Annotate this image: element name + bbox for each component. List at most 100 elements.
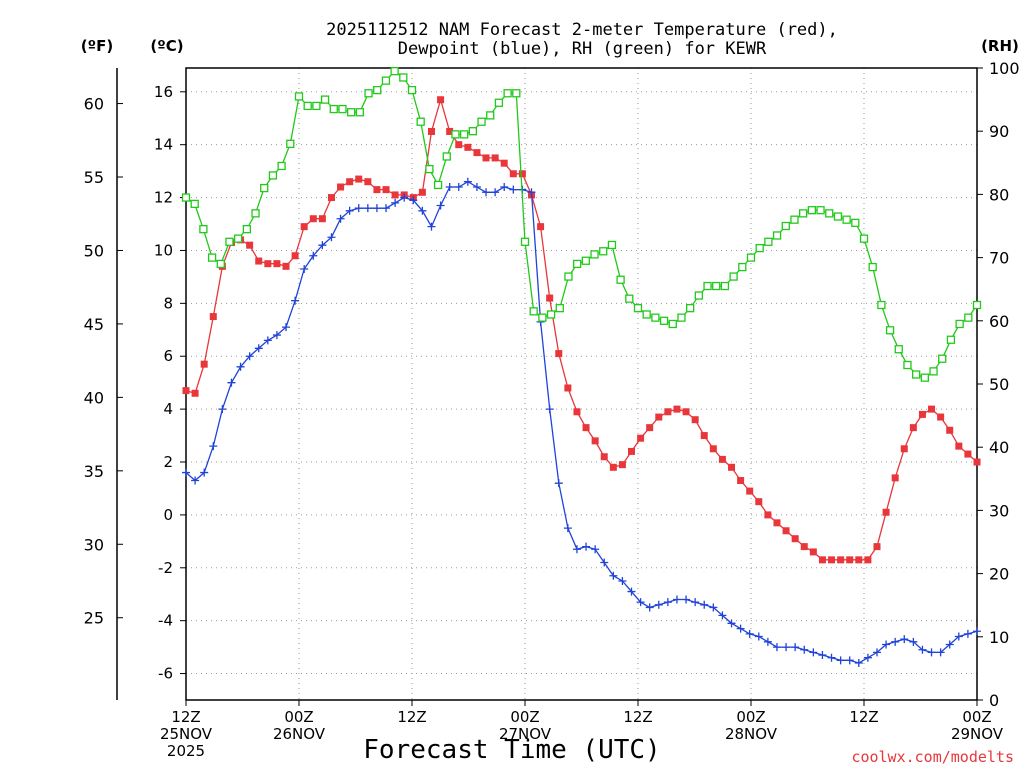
dewpoint-point xyxy=(427,222,436,231)
rh-point xyxy=(955,319,964,329)
dewpoint-point xyxy=(591,545,600,554)
temperature-point xyxy=(937,413,945,421)
rh-point xyxy=(599,247,608,256)
chart-title-line2: Dewpoint (blue), RH (green) for KEWR xyxy=(398,39,767,59)
x-tick-label: 00Z xyxy=(284,708,313,726)
dewpoint-point xyxy=(672,595,681,604)
temperature-point xyxy=(200,360,208,368)
celsius-tick-label: 6 xyxy=(163,347,173,365)
rh-point xyxy=(633,304,643,313)
rh-point xyxy=(816,206,825,215)
rh-point xyxy=(407,85,417,95)
dewpoint-point xyxy=(309,251,318,260)
dewpoint-point xyxy=(454,182,463,191)
rh-point xyxy=(320,95,330,104)
rh-point xyxy=(234,234,243,243)
dewpoint-point xyxy=(927,648,936,657)
dewpoint-point xyxy=(891,637,900,646)
fahrenheit-tick-label: 40 xyxy=(84,388,104,407)
rh-point xyxy=(190,199,199,209)
temperature-point xyxy=(355,175,363,183)
dewpoint-point xyxy=(700,600,709,609)
rh-point xyxy=(520,237,530,246)
rh-point xyxy=(373,85,382,95)
temperature-point xyxy=(655,413,663,421)
dewpoint-line xyxy=(185,180,978,664)
chart-title-line1: 2025112512 NAM Forecast 2-meter Temperat… xyxy=(326,20,838,40)
rh-point xyxy=(303,101,312,111)
rh-point xyxy=(199,225,208,234)
dewpoint-point xyxy=(682,595,691,604)
rh-point xyxy=(920,373,929,382)
dewpoint-point xyxy=(600,558,609,567)
dewpoint-point xyxy=(818,651,827,660)
dewpoint-point xyxy=(182,468,190,477)
dewpoint-point xyxy=(372,204,381,213)
temperature-point xyxy=(664,408,672,416)
dewpoint-point xyxy=(436,201,445,210)
dewpoint-point xyxy=(318,241,327,250)
rh-point xyxy=(573,259,582,269)
celsius-tick-label: 4 xyxy=(163,400,173,418)
rh-tick-label: 10 xyxy=(989,628,1009,647)
rh-point xyxy=(877,300,886,310)
dewpoint-point xyxy=(200,468,209,477)
fahrenheit-tick-label: 55 xyxy=(84,168,104,187)
temperature-point xyxy=(573,408,581,416)
rh-point xyxy=(416,117,425,126)
rh-point xyxy=(486,111,495,120)
x-tick-label: 2025 xyxy=(167,742,205,760)
rh-point xyxy=(807,206,816,215)
rh-point xyxy=(764,237,773,246)
dewpoint-point xyxy=(572,545,581,554)
rh-point xyxy=(329,104,338,114)
rh-point xyxy=(347,108,356,117)
rh-point xyxy=(720,281,730,291)
dewpoint-point xyxy=(800,645,809,654)
temperature-point xyxy=(346,178,354,186)
dewpoint-point xyxy=(954,632,963,641)
temperature-point xyxy=(482,154,490,162)
rh-point xyxy=(842,215,851,224)
rh-tick-label: 80 xyxy=(989,185,1009,204)
temperature-point xyxy=(909,424,917,432)
celsius-tick-label: 0 xyxy=(163,506,173,524)
x-tick-label: 12Z xyxy=(397,708,426,726)
temperature-point xyxy=(327,194,335,202)
dewpoint-point xyxy=(836,656,845,665)
rh-point xyxy=(964,313,973,322)
dewpoint-point xyxy=(218,405,227,414)
dewpoint-point xyxy=(500,182,509,191)
rh-point xyxy=(216,259,225,269)
temperature-point xyxy=(555,350,563,358)
temperature-point xyxy=(364,178,372,186)
rh-tick-label: 0 xyxy=(989,691,999,710)
celsius-tick-label: 10 xyxy=(154,241,173,259)
rh-point xyxy=(929,367,938,376)
dewpoint-point xyxy=(545,405,554,414)
dewpoint-series xyxy=(182,177,981,667)
rh-point xyxy=(364,89,373,98)
x-tick-label: 12Z xyxy=(849,708,878,726)
series-layer xyxy=(181,67,982,667)
rh-point xyxy=(286,139,295,148)
temperature-point xyxy=(646,424,654,432)
temperature-point xyxy=(282,262,290,270)
dewpoint-point xyxy=(400,193,409,202)
fahrenheit-tick-label: 35 xyxy=(84,462,104,481)
rh-point xyxy=(460,130,469,139)
temperature-point xyxy=(855,556,863,564)
rh-point xyxy=(468,127,477,136)
dewpoint-point xyxy=(227,378,236,387)
temperature-point xyxy=(873,543,881,551)
dewpoint-point xyxy=(782,643,791,652)
rh-point xyxy=(659,316,669,325)
rh-point xyxy=(399,73,408,82)
celsius-tick-label: -2 xyxy=(158,559,173,577)
temperature-point xyxy=(764,511,772,519)
x-tick-label: 28NOV xyxy=(725,725,778,743)
dewpoint-point xyxy=(936,648,945,657)
fahrenheit-tick-label: 30 xyxy=(84,535,104,554)
temperature-point xyxy=(291,252,299,260)
